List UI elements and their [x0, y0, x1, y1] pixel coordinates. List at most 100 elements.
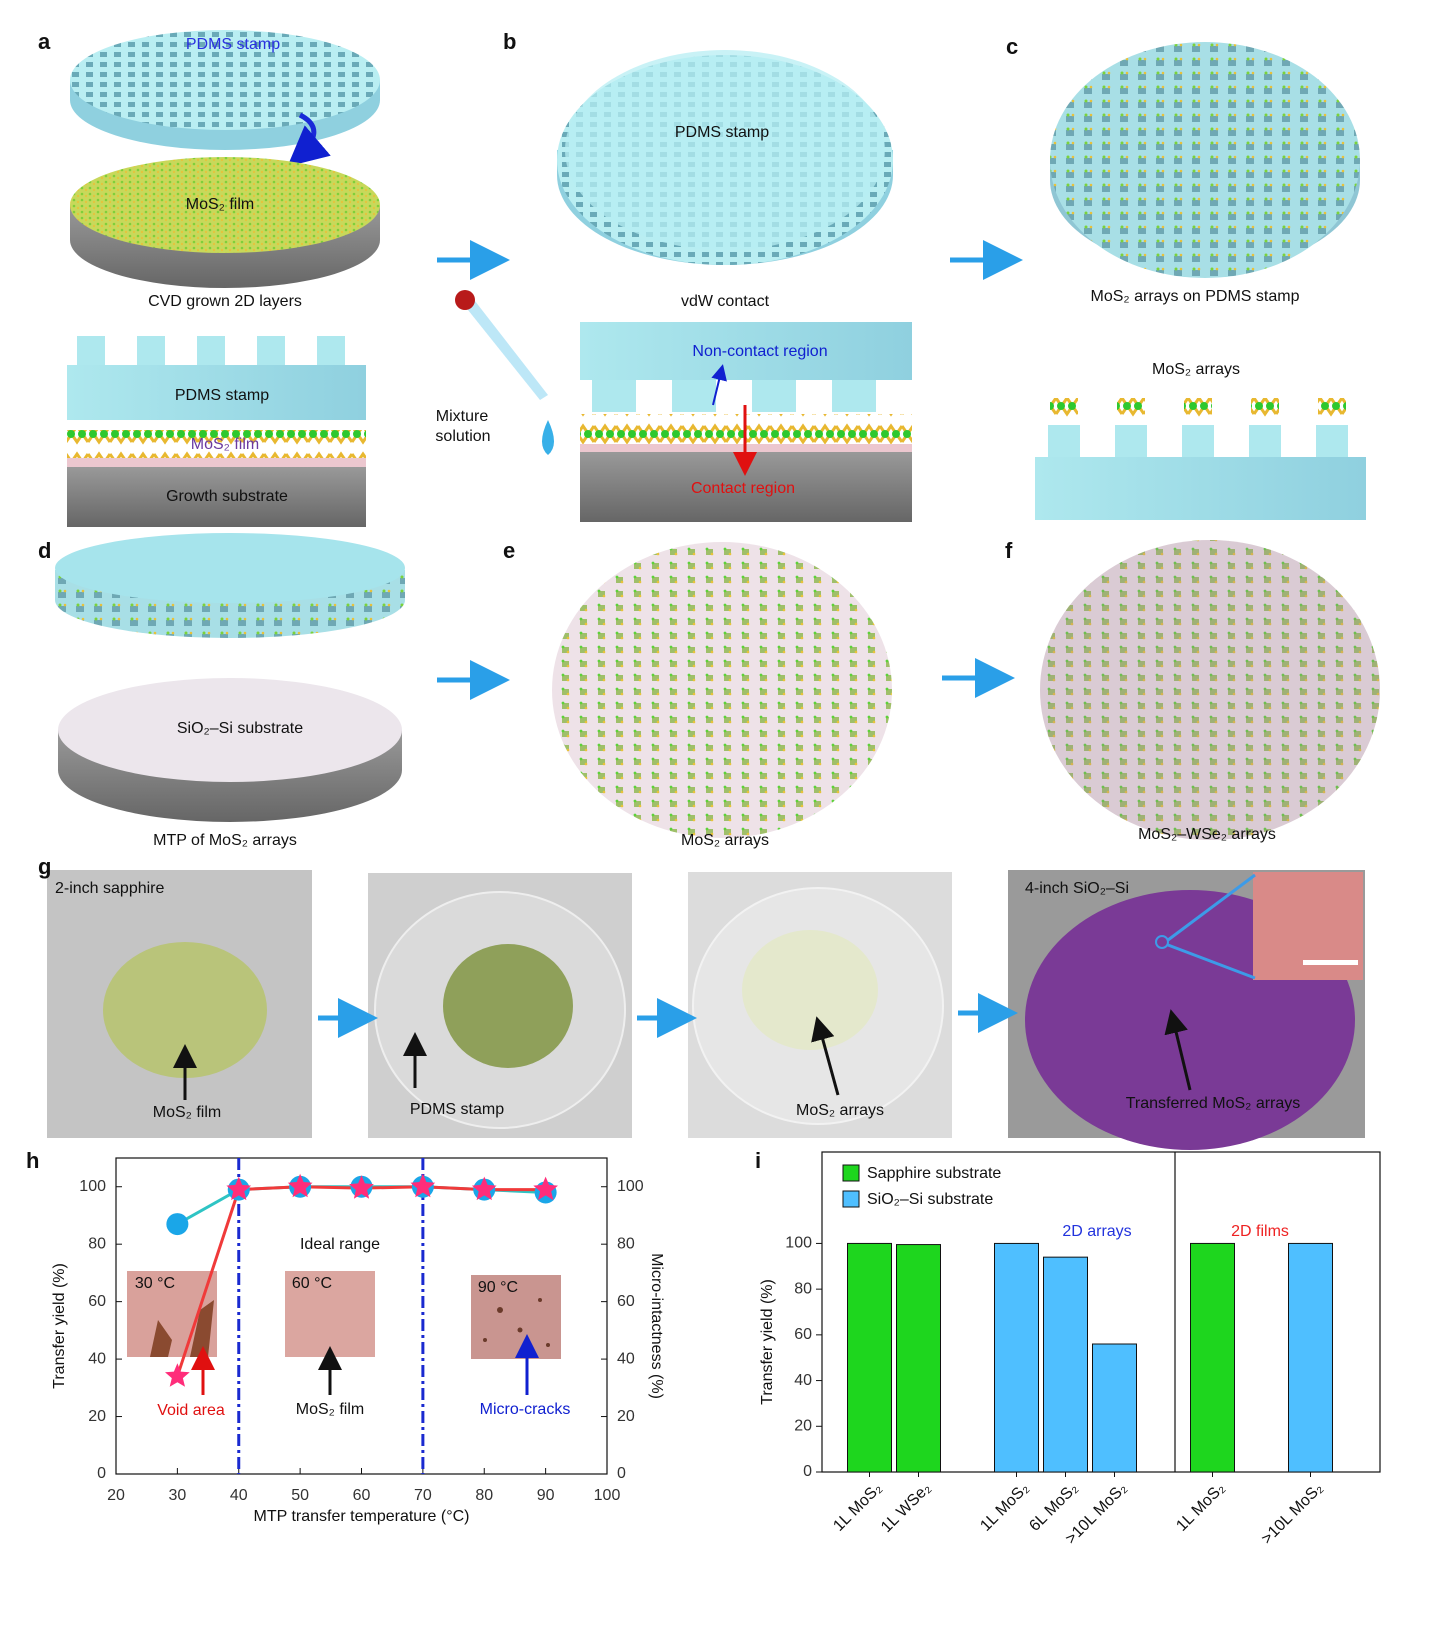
y-tick-label: 20 — [88, 1408, 106, 1425]
solution-label: solution — [435, 428, 490, 445]
y2-tick-label: 0 — [617, 1465, 626, 1482]
bar — [1190, 1242, 1235, 1473]
y-tick-label: 40 — [88, 1350, 106, 1367]
y-tick-label: 40 — [794, 1372, 812, 1389]
y-tick-label: 60 — [88, 1293, 106, 1310]
legend-swatch — [842, 1190, 860, 1208]
inset-label: 30 °C — [135, 1275, 175, 1292]
y2-tick-label: 60 — [617, 1293, 635, 1310]
layer-label: Growth substrate — [166, 488, 288, 505]
bar — [1288, 1242, 1333, 1473]
section-title: MoS₂ arrays — [1152, 361, 1240, 378]
x-tick-label: 1L MoS₂ — [830, 1480, 885, 1535]
panel-label: g — [38, 854, 51, 879]
panel-g-art — [47, 870, 1365, 1150]
y-tick-label: 0 — [97, 1465, 106, 1482]
y-tick-label: 20 — [794, 1418, 812, 1435]
photo-pointer-label: MoS₂ film — [153, 1104, 221, 1121]
substrate-label: SiO₂–Si substrate — [177, 720, 303, 737]
caption: MoS₂ arrays — [681, 832, 769, 849]
x-tick-label: 40 — [230, 1487, 248, 1504]
caption: MoS₂ arrays on PDMS stamp — [1091, 288, 1300, 305]
bar — [994, 1242, 1039, 1473]
star-marker — [471, 1176, 497, 1201]
y-axis-label: Transfer yield (%) — [759, 1279, 776, 1405]
panel-c-art — [1035, 42, 1366, 520]
caption: vdW contact — [681, 293, 770, 310]
bar — [1092, 1343, 1137, 1473]
caption: MTP of MoS₂ arrays — [153, 832, 297, 849]
photo-pointer-label: PDMS stamp — [410, 1101, 504, 1118]
range-label: Ideal range — [300, 1236, 380, 1253]
y-tick-label: 80 — [794, 1280, 812, 1297]
legend-swatch — [842, 1164, 860, 1182]
y-tick-label: 60 — [794, 1326, 812, 1343]
inset-pointer-label: Void area — [157, 1402, 225, 1419]
photo-corner-label: 4-inch SiO₂–Si — [1025, 880, 1129, 897]
y-tick-label: 0 — [803, 1463, 812, 1480]
y2-tick-label: 40 — [617, 1350, 635, 1367]
y-tick-label: 100 — [79, 1178, 106, 1195]
stamp-label: PDMS stamp — [186, 36, 280, 53]
film-label: MoS₂ film — [186, 196, 254, 213]
x-tick-label: 60 — [353, 1487, 371, 1504]
star-marker — [533, 1176, 558, 1201]
x-tick-label: 1L WSe₂ — [878, 1480, 934, 1536]
caption: CVD grown 2D layers — [148, 293, 302, 310]
photo-pointer-label: MoS₂ arrays — [796, 1102, 884, 1119]
layer-label: MoS₂ film — [191, 436, 259, 453]
panel-label: i — [755, 1148, 761, 1173]
y-axis-label: Transfer yield (%) — [51, 1263, 68, 1389]
x-tick-label: 1L MoS₂ — [1173, 1480, 1228, 1535]
x-tick-label: 70 — [414, 1487, 432, 1504]
group-label: 2D arrays — [1062, 1223, 1131, 1240]
x-axis-label: MTP transfer temperature (°C) — [254, 1508, 470, 1525]
inset-pointer-label: MoS₂ film — [296, 1401, 364, 1418]
star-marker — [410, 1173, 436, 1198]
x-tick-label: 50 — [291, 1487, 309, 1504]
solution-label: Mixture — [436, 408, 489, 425]
y2-tick-label: 100 — [617, 1178, 644, 1195]
y2-tick-label: 80 — [617, 1235, 635, 1252]
inset-label: 90 °C — [478, 1279, 518, 1296]
panel-label: f — [1005, 538, 1013, 563]
star-marker — [226, 1176, 252, 1201]
star-marker — [349, 1175, 374, 1199]
photo-corner-label: 2-inch sapphire — [55, 880, 165, 897]
panel-b-art — [455, 50, 1023, 522]
x-tick-label: 100 — [594, 1487, 621, 1504]
circle-marker — [166, 1213, 189, 1236]
panel-label: b — [503, 29, 516, 54]
bar — [896, 1244, 941, 1473]
region-label: Non-contact region — [692, 343, 827, 360]
panel-label: d — [38, 538, 51, 563]
region-label: Contact region — [691, 480, 795, 497]
star-marker — [287, 1173, 313, 1198]
x-tick-label: 90 — [537, 1487, 555, 1504]
legend-label: Sapphire substrate — [867, 1165, 1001, 1182]
panel-label: e — [503, 538, 515, 563]
y-tick-label: 80 — [88, 1235, 106, 1252]
inset-pointer-label: Micro-cracks — [480, 1401, 571, 1418]
photo-pointer-label: Transferred MoS₂ arrays — [1126, 1095, 1301, 1112]
inset-label: 60 °C — [292, 1275, 332, 1292]
bar — [1043, 1256, 1088, 1473]
group-label: 2D films — [1231, 1223, 1289, 1240]
star-marker — [165, 1363, 190, 1387]
y2-tick-label: 20 — [617, 1408, 635, 1425]
panel-def-art — [55, 533, 1380, 840]
x-tick-label: >10L MoS₂ — [1258, 1480, 1326, 1548]
x-tick-label: 80 — [475, 1487, 493, 1504]
x-tick-label: 30 — [168, 1487, 186, 1504]
stamp-label: PDMS stamp — [675, 124, 769, 141]
x-tick-label: 1L MoS₂ — [977, 1480, 1032, 1535]
y2-axis-label: Micro-intactness (%) — [648, 1253, 665, 1399]
layer-label: PDMS stamp — [175, 387, 269, 404]
y-tick-label: 100 — [785, 1235, 812, 1252]
panel-label: a — [38, 29, 51, 54]
inset-images — [127, 1271, 561, 1395]
x-tick-label: 20 — [107, 1487, 125, 1504]
legend-label: SiO₂–Si substrate — [867, 1191, 993, 1208]
panel-label: h — [26, 1148, 39, 1173]
